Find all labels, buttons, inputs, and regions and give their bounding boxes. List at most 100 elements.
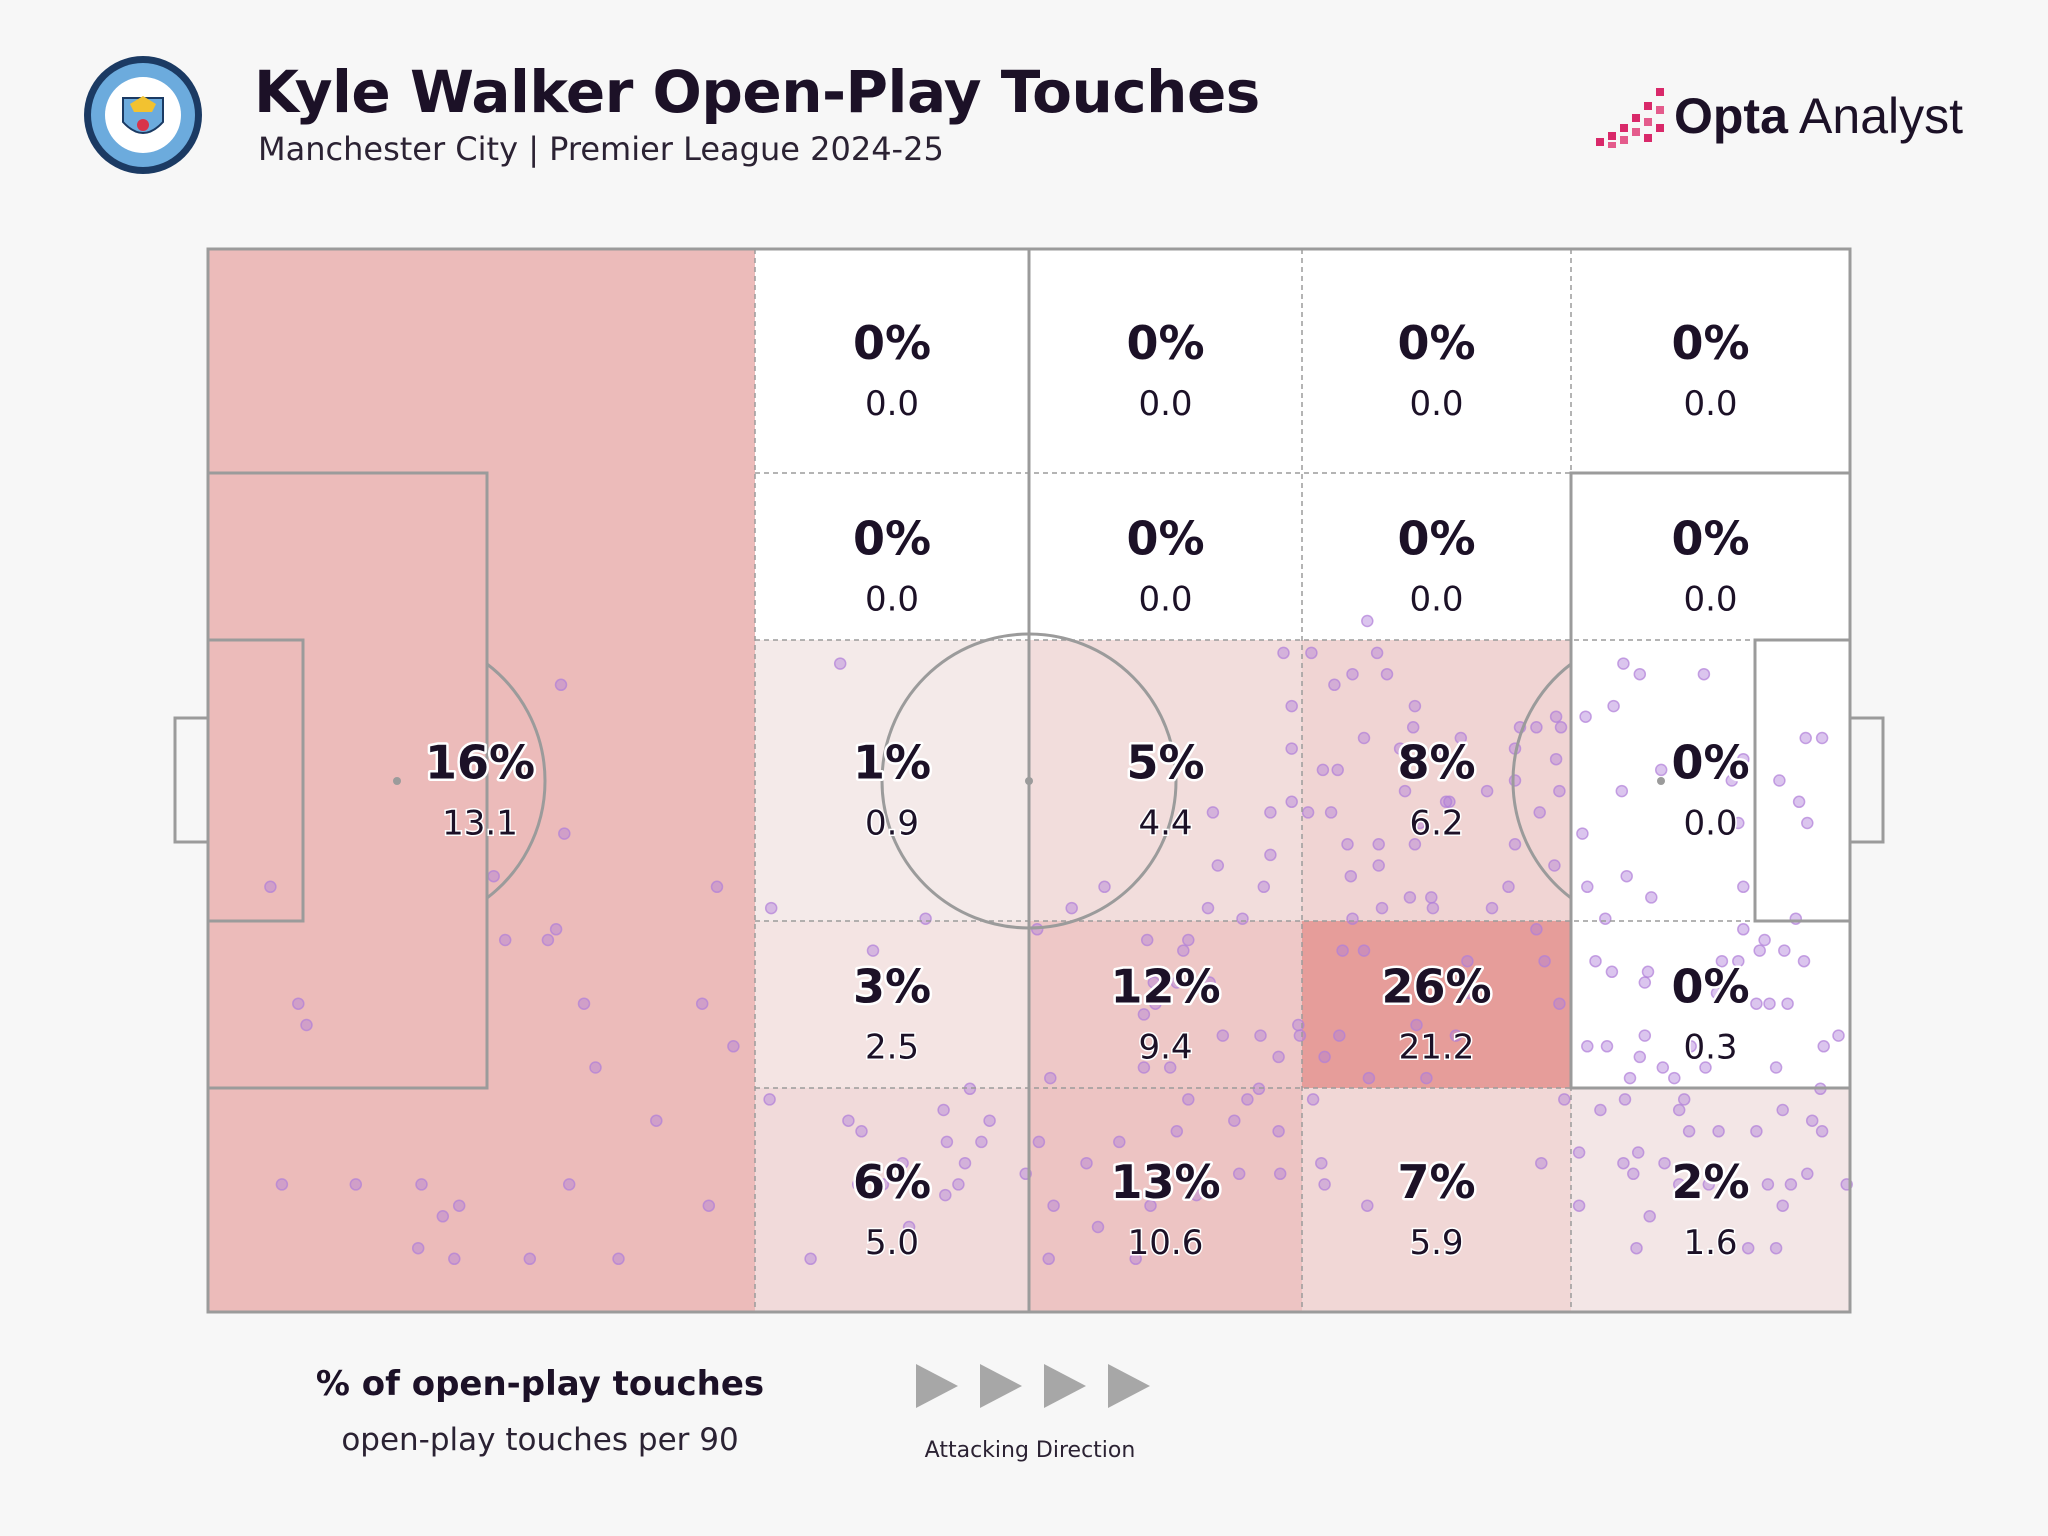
touch-point <box>1832 1029 1845 1042</box>
touch-point <box>1630 1241 1643 1255</box>
touch-point <box>937 1103 950 1117</box>
play-arrow-icon <box>980 1364 1022 1408</box>
zone-percent-label: 1% <box>853 736 931 790</box>
touch-point <box>851 1178 865 1191</box>
touch-point <box>1600 1040 1614 1053</box>
touch-point <box>1264 806 1277 819</box>
zone-per90-label: 0.0 <box>1683 804 1737 844</box>
zone-per90-label: 0.3 <box>1683 1028 1737 1068</box>
zone-per90-label: 0.0 <box>1409 580 1463 620</box>
zone-percent-label: 7% <box>1397 1155 1475 1209</box>
touch-point <box>952 1178 965 1191</box>
touch-point <box>1257 880 1271 894</box>
zone-per90-label: 0.0 <box>865 580 919 620</box>
zone-per90-label: 0.0 <box>1138 384 1192 424</box>
right-penalty-arc <box>1511 662 1572 900</box>
touch-point <box>1201 901 1215 915</box>
touch-point <box>1137 1061 1151 1074</box>
touch-point <box>1410 1018 1423 1032</box>
touch-point <box>1241 1093 1254 1106</box>
heat-zone-c3-r1 <box>1302 249 1571 473</box>
touch-point <box>1627 1167 1640 1181</box>
touch-point <box>1361 1199 1374 1212</box>
touch-point <box>1170 1125 1184 1138</box>
zone-per90-label: 0.9 <box>865 804 919 844</box>
club-crest <box>84 56 202 174</box>
touch-point <box>1454 731 1468 745</box>
touch-point <box>1439 795 1453 809</box>
heat-zone-own-half <box>208 249 755 1312</box>
attacking-direction-arrows <box>916 1364 1150 1408</box>
touch-point <box>1182 1093 1195 1106</box>
touch-point <box>1737 752 1750 766</box>
zone-percent-label: 0% <box>1671 316 1749 370</box>
touch-point <box>1758 933 1771 947</box>
touch-point <box>1408 699 1422 713</box>
touch-point <box>1618 1093 1632 1106</box>
touch-point <box>1264 848 1277 862</box>
touch-point <box>1750 1125 1763 1138</box>
touch-point <box>1732 816 1745 830</box>
touch-point <box>650 1114 663 1127</box>
touch-point <box>940 1135 954 1149</box>
touch-point <box>1750 997 1763 1010</box>
zone-labels: 16% 13.1 0% 0.0 0% 0.0 0% 0.0 0% 0.0 0% 0.0 0% 0.0 0% 0… <box>422 314 1752 1265</box>
touch-point <box>1615 784 1629 798</box>
zone-percent-label: 2% <box>1671 1155 1749 1209</box>
touch-point <box>264 880 277 894</box>
touch-point <box>1346 667 1359 681</box>
touch-point <box>1530 721 1543 734</box>
touch-point <box>1805 1114 1819 1127</box>
touch-point <box>1594 1103 1607 1117</box>
touch-point <box>1403 891 1417 904</box>
touch-point <box>1272 1125 1285 1138</box>
touch-point <box>1599 912 1612 925</box>
touch-point <box>1572 1199 1586 1212</box>
touch-point <box>1216 1029 1230 1042</box>
touch-point <box>1098 880 1111 894</box>
touch-point <box>1558 1093 1571 1106</box>
touch-point <box>1589 954 1602 968</box>
touch-point <box>1576 827 1589 840</box>
touch-point <box>1331 763 1344 777</box>
touch-point <box>1623 1071 1637 1085</box>
touch-point <box>1605 965 1619 979</box>
touch-point <box>1336 944 1349 957</box>
centre-spot <box>1025 777 1033 785</box>
zone-per90-label: 0.0 <box>1138 580 1192 620</box>
touch-point <box>1393 742 1407 755</box>
touch-point <box>1285 699 1298 713</box>
heat-zone-c3-r5 <box>1302 1088 1571 1312</box>
touch-point <box>554 678 568 692</box>
right-penalty-spot <box>1657 777 1665 785</box>
heat-zone-c4-r1 <box>1571 249 1850 473</box>
touch-point <box>1137 1008 1151 1021</box>
heat-zone-c2-r4 <box>1029 921 1302 1088</box>
zone-percent-label: 3% <box>853 960 931 1014</box>
zone-per90-label: 6.2 <box>1409 804 1463 844</box>
touch-point <box>1769 1241 1783 1255</box>
touch-point <box>1784 1178 1798 1191</box>
touch-point <box>411 1241 425 1255</box>
touch-point <box>452 1199 466 1212</box>
legend-secondary-metric: open-play touches per 90 <box>341 1422 739 1458</box>
touch-point <box>1638 976 1652 989</box>
zone-percent-label: 13% <box>1110 1155 1220 1209</box>
right-goal <box>1848 716 1885 844</box>
touch-point <box>1668 1071 1681 1085</box>
touch-point <box>498 933 512 947</box>
zone-per90-label: 0.0 <box>1683 580 1737 620</box>
touch-point <box>292 997 305 1010</box>
zone-percent-label: 8% <box>1397 736 1475 790</box>
touch-point <box>1426 901 1440 915</box>
touch-point <box>1457 976 1471 989</box>
zone-percent-label: 26% <box>1381 960 1491 1014</box>
touch-point <box>1182 933 1195 947</box>
touch-point <box>727 1040 740 1053</box>
touch-point <box>1769 1061 1783 1074</box>
touch-point <box>1549 752 1563 766</box>
touch-point <box>1554 721 1568 734</box>
touch-point <box>866 944 880 957</box>
touch-point <box>876 1178 890 1191</box>
heat-zone-c3-r4 <box>1302 921 1571 1088</box>
